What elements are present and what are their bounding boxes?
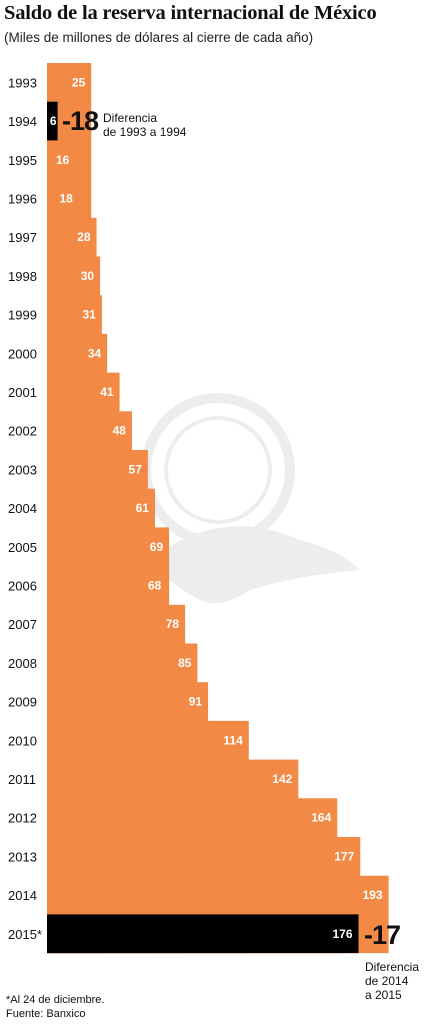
value-label-1994: 6 [50, 114, 57, 128]
value-label-1997: 28 [77, 230, 91, 244]
year-label-2014: 2014 [8, 888, 37, 903]
value-label-2002: 48 [113, 424, 127, 438]
chart-title: Saldo de la reserva internacional de Méx… [4, 2, 377, 24]
year-label-2006: 2006 [8, 578, 37, 593]
year-label-1993: 1993 [8, 75, 37, 90]
value-label-2001: 41 [100, 385, 114, 399]
year-label-2012: 2012 [8, 811, 37, 826]
bar-1994 [47, 101, 58, 141]
diff-1994-label: Diferencia de 1993 a 1994 [103, 111, 186, 139]
year-label-1996: 1996 [8, 191, 37, 206]
year-label-1994: 1994 [8, 114, 37, 129]
bar-2015 [47, 914, 359, 954]
diff-2015-line2: de 2014 [365, 974, 409, 988]
value-label-2008: 85 [178, 656, 192, 670]
diff-2015-label: Diferencia de 2014 a 2015 [365, 960, 419, 1002]
value-label-2013: 177 [334, 849, 354, 863]
year-label-1995: 1995 [8, 153, 37, 168]
year-label-2003: 2003 [8, 462, 37, 477]
value-labels: 25 6 16 18 28 30 31 34 41 48 57 61 69 68 78 85 91 114 142 1… [50, 75, 383, 940]
value-label-2003: 57 [129, 462, 143, 476]
value-label-2012: 164 [311, 811, 331, 825]
year-label-2008: 2008 [8, 656, 37, 671]
diff-1994-line1: Diferencia [103, 111, 158, 125]
value-label-2014: 193 [363, 888, 383, 902]
footnote: *Al 24 de diciembre. [6, 994, 105, 1006]
chart-subtitle: (Miles de millones de dólares al cierre … [4, 30, 314, 45]
year-label-2001: 2001 [8, 385, 37, 400]
year-label-1997: 1997 [8, 230, 37, 245]
bars-group [47, 63, 389, 954]
value-label-1998: 30 [81, 269, 95, 283]
value-label-2000: 34 [88, 346, 102, 360]
year-label-2007: 2007 [8, 617, 37, 632]
year-labels: 1993 1994 1995 1996 1997 1998 1999 2000 2001 2002… [8, 75, 42, 941]
value-label-1995: 16 [56, 153, 70, 167]
diff-2015-line3: a 2015 [365, 988, 402, 1002]
year-label-2010: 2010 [8, 733, 37, 748]
year-label-1999: 1999 [8, 308, 37, 323]
year-label-2011: 2011 [8, 772, 36, 787]
year-label-2009: 2009 [8, 695, 37, 710]
value-label-1996: 18 [60, 191, 74, 205]
value-label-2011: 142 [272, 772, 292, 786]
diff-2015-value: -17 [364, 920, 401, 950]
year-label-2013: 2013 [8, 849, 37, 864]
year-label-2004: 2004 [8, 501, 37, 516]
value-label-2006: 68 [148, 578, 162, 592]
value-label-2007: 78 [166, 617, 180, 631]
diff-2015-line1: Diferencia [365, 960, 420, 974]
diff-1994-value: -18 [62, 106, 99, 136]
diff-1994-line2: de 1993 a 1994 [103, 125, 187, 139]
eagle-watermark [141, 393, 360, 604]
value-label-2005: 69 [150, 540, 164, 554]
value-label-2009: 91 [189, 695, 203, 709]
source: Fuente: Banxico [6, 1008, 86, 1020]
year-label-2000: 2000 [8, 346, 37, 361]
value-label-2010: 114 [223, 733, 243, 747]
year-label-1998: 1998 [8, 269, 37, 284]
value-label-1993: 25 [72, 75, 86, 89]
value-label-1999: 31 [83, 308, 97, 322]
value-label-2015: 176 [332, 927, 352, 941]
value-label-2004: 61 [136, 501, 150, 515]
year-label-2015: 2015* [8, 927, 42, 942]
year-label-2002: 2002 [8, 424, 37, 439]
year-label-2005: 2005 [8, 540, 37, 555]
